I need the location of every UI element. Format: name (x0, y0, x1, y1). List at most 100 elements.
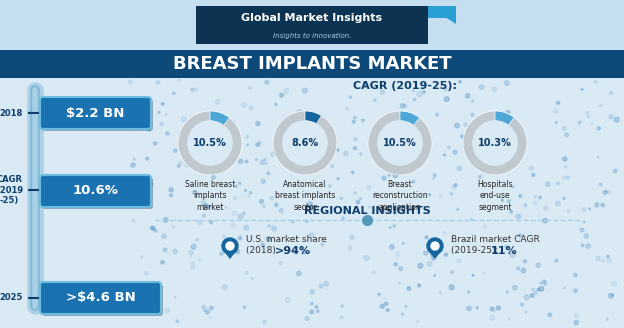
Wedge shape (495, 111, 514, 125)
Circle shape (351, 171, 354, 174)
Circle shape (324, 281, 328, 286)
Circle shape (291, 220, 295, 223)
Circle shape (256, 143, 260, 147)
Circle shape (504, 167, 505, 169)
Circle shape (238, 159, 243, 164)
Bar (0, 78, 624, 328)
Circle shape (150, 226, 154, 230)
Circle shape (291, 133, 294, 135)
Circle shape (416, 320, 419, 322)
Circle shape (393, 173, 397, 177)
Circle shape (275, 103, 277, 106)
Circle shape (226, 242, 234, 250)
Circle shape (394, 263, 397, 266)
Circle shape (245, 160, 248, 163)
Text: 10.6%: 10.6% (72, 184, 119, 197)
FancyBboxPatch shape (40, 97, 151, 129)
Circle shape (490, 315, 495, 320)
Circle shape (235, 250, 240, 254)
Circle shape (449, 285, 454, 290)
Circle shape (285, 298, 290, 302)
Bar (0, 0, 624, 50)
Circle shape (574, 314, 578, 318)
Circle shape (271, 226, 276, 231)
Circle shape (483, 272, 485, 275)
Circle shape (149, 109, 151, 112)
Circle shape (203, 203, 208, 208)
Circle shape (238, 214, 243, 219)
Circle shape (424, 251, 427, 255)
Circle shape (455, 123, 459, 128)
Circle shape (471, 100, 474, 102)
Circle shape (595, 81, 597, 83)
Circle shape (207, 142, 211, 147)
Circle shape (233, 196, 236, 200)
Text: (2018):: (2018): (246, 247, 281, 256)
Circle shape (243, 212, 245, 215)
Circle shape (233, 121, 235, 123)
Circle shape (469, 142, 474, 147)
Text: BREAST IMPLANTS MARKET: BREAST IMPLANTS MARKET (173, 55, 451, 73)
Circle shape (145, 181, 149, 184)
Circle shape (246, 137, 248, 139)
Circle shape (231, 138, 233, 140)
Circle shape (427, 238, 443, 254)
Text: 10.5%: 10.5% (193, 138, 227, 148)
Wedge shape (178, 111, 242, 175)
Circle shape (220, 252, 223, 256)
Circle shape (609, 115, 613, 119)
Circle shape (456, 259, 461, 263)
Text: $2.2 BN: $2.2 BN (66, 107, 125, 119)
Circle shape (191, 265, 195, 269)
Circle shape (545, 283, 547, 285)
Circle shape (382, 176, 386, 180)
Circle shape (542, 280, 546, 284)
Circle shape (173, 92, 175, 94)
Circle shape (388, 174, 391, 176)
Circle shape (579, 121, 581, 123)
Circle shape (509, 318, 510, 320)
Circle shape (501, 199, 504, 201)
Circle shape (158, 111, 160, 113)
Circle shape (311, 302, 313, 305)
Circle shape (413, 98, 416, 101)
Circle shape (567, 176, 569, 179)
Text: CAGR
(2019
-25): CAGR (2019 -25) (0, 175, 23, 205)
Circle shape (451, 193, 452, 195)
Circle shape (574, 289, 577, 292)
Circle shape (417, 92, 422, 97)
Circle shape (534, 195, 537, 198)
Circle shape (231, 223, 236, 228)
Circle shape (203, 310, 205, 312)
Circle shape (400, 104, 404, 108)
Circle shape (333, 138, 336, 141)
Circle shape (472, 274, 474, 276)
Circle shape (454, 184, 457, 187)
Text: Brazil market CAGR: Brazil market CAGR (451, 236, 540, 244)
Circle shape (178, 132, 182, 135)
Circle shape (544, 206, 548, 211)
Circle shape (223, 245, 227, 249)
Circle shape (427, 244, 428, 245)
Circle shape (394, 122, 398, 126)
Circle shape (453, 150, 457, 154)
Circle shape (505, 245, 509, 249)
Circle shape (310, 139, 312, 142)
Circle shape (162, 234, 166, 238)
Circle shape (129, 126, 131, 128)
Circle shape (173, 249, 177, 254)
Circle shape (198, 258, 202, 261)
Circle shape (223, 236, 226, 238)
Circle shape (386, 309, 389, 312)
Circle shape (614, 117, 619, 122)
Circle shape (163, 217, 168, 222)
Circle shape (431, 254, 434, 256)
Circle shape (447, 146, 450, 149)
Circle shape (201, 201, 205, 205)
Circle shape (354, 192, 356, 194)
Circle shape (417, 284, 421, 287)
FancyBboxPatch shape (42, 99, 153, 131)
Circle shape (162, 103, 164, 105)
Circle shape (471, 113, 474, 116)
Circle shape (342, 217, 344, 219)
